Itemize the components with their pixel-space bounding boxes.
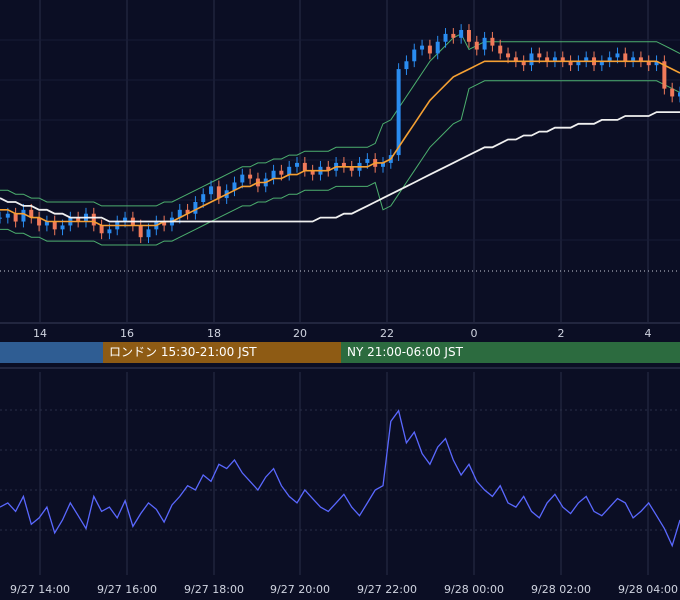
osc-x-tick-label: 9/27 20:00 <box>270 583 330 596</box>
candle-body <box>91 213 96 226</box>
candle-body <box>529 53 534 66</box>
candle-body <box>216 186 221 199</box>
candle-body <box>513 57 518 62</box>
candle-body <box>295 162 300 167</box>
candle-body <box>490 37 495 46</box>
candle-body <box>678 92 680 97</box>
candle-body <box>552 57 557 62</box>
candle-body <box>545 57 550 62</box>
candle-body <box>248 174 253 179</box>
candle-body <box>607 57 612 62</box>
candle-body <box>482 37 487 50</box>
candle-body <box>662 61 667 89</box>
candle-body <box>310 170 315 175</box>
candle-body <box>443 33 448 42</box>
bollinger-upper-line <box>0 33 680 207</box>
osc-x-tick-label: 9/28 00:00 <box>444 583 504 596</box>
candle-body <box>37 217 42 226</box>
candle-body <box>326 166 331 171</box>
candle-body <box>670 88 675 97</box>
candle-body <box>349 166 354 171</box>
candle-body <box>123 217 128 222</box>
candle-body <box>435 41 440 54</box>
candle-body <box>52 221 57 230</box>
candle-body <box>474 41 479 50</box>
candle-body <box>201 194 206 202</box>
osc-x-tick-label: 9/28 04:00 <box>618 583 678 596</box>
candle-body <box>498 45 503 54</box>
candle-body <box>537 53 542 58</box>
candle-body <box>185 209 190 214</box>
candle-body <box>240 174 245 183</box>
candle-body <box>599 61 604 66</box>
price-x-tick-label: 4 <box>644 327 652 340</box>
candle-body <box>459 30 464 38</box>
candle-body <box>13 213 18 222</box>
moving-average-short-line <box>0 60 680 227</box>
candle-body <box>646 61 651 66</box>
candle-body <box>271 170 276 179</box>
candle-body <box>427 45 432 54</box>
candle-body <box>521 61 526 66</box>
price-x-tick-label: 18 <box>207 327 221 340</box>
candle-body <box>506 53 511 58</box>
candle-body <box>584 57 589 62</box>
session-segment <box>0 342 103 363</box>
candle-body <box>560 57 565 62</box>
candle-body <box>29 209 34 218</box>
candle-body <box>287 166 292 175</box>
candle-body <box>404 61 409 70</box>
osc-x-tick-label: 9/27 22:00 <box>357 583 417 596</box>
price-x-tick-label: 20 <box>293 327 307 340</box>
price-x-tick-label: 16 <box>120 327 134 340</box>
price-x-tick-label: 2 <box>557 327 565 340</box>
candle-body <box>76 217 81 222</box>
candle-body <box>177 209 182 218</box>
candle-body <box>209 186 214 195</box>
candle-body <box>365 159 370 163</box>
price-x-tick-label: 14 <box>33 327 47 340</box>
osc-x-tick-label: 9/27 16:00 <box>97 583 157 596</box>
price-x-tick-label: 0 <box>470 327 478 340</box>
price-x-tick-label: 22 <box>380 327 394 340</box>
candle-body <box>568 61 573 66</box>
candle-body <box>412 49 417 62</box>
moving-average-long-line <box>0 111 680 223</box>
candle-body <box>466 30 471 42</box>
candle-body <box>0 217 2 219</box>
candle-body <box>60 225 65 230</box>
candle-body <box>451 33 456 38</box>
candle-body <box>380 162 385 167</box>
candle-body <box>576 61 581 66</box>
candle-body <box>396 69 401 156</box>
candle-body <box>44 221 49 226</box>
candle-body <box>615 53 620 58</box>
oscillator-line <box>0 409 680 548</box>
session-segment: ロンドン 15:30-21:00 JST <box>103 342 341 363</box>
candle-body <box>623 53 628 62</box>
candle-body <box>5 213 10 218</box>
bollinger-lower-line <box>0 80 680 246</box>
candle-body <box>420 45 425 50</box>
osc-x-tick-label: 9/27 18:00 <box>184 583 244 596</box>
candle-body <box>21 209 26 222</box>
candle-body <box>162 221 167 226</box>
session-segment: NY 21:00-06:00 JST <box>341 342 680 363</box>
candle-body <box>279 170 284 175</box>
candle-body <box>138 225 143 238</box>
candle-body <box>638 57 643 62</box>
candle-body <box>302 162 307 171</box>
candle-body <box>232 182 237 191</box>
candle-body <box>654 61 659 66</box>
candle-body <box>107 229 112 234</box>
candle-body <box>99 225 104 234</box>
osc-x-tick-label: 9/27 14:00 <box>10 583 70 596</box>
osc-x-tick-label: 9/28 02:00 <box>531 583 591 596</box>
candle-body <box>631 57 636 62</box>
candle-body <box>341 162 346 167</box>
candle-body <box>146 229 151 238</box>
candle-body <box>193 202 198 214</box>
